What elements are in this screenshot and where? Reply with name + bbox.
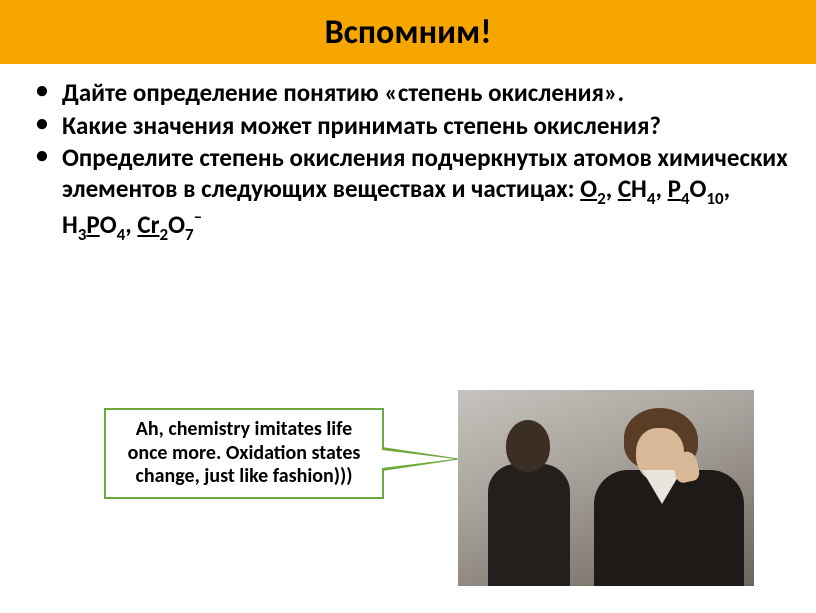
content-area: Дайте определение понятию «степень окисл… (0, 64, 816, 244)
page-title: Вспомним! (325, 12, 492, 53)
callout-text: Ah, chemistry imitates life once more. O… (128, 417, 361, 488)
chemical-formula: Cr2O7– (137, 209, 202, 240)
figure-foreground-person (580, 408, 750, 586)
bullet-item-2: Какие значения может принимать степень о… (28, 111, 788, 142)
bullet-item-3: Определите степень окисления подчеркнуты… (28, 143, 788, 244)
figure-background-person (488, 420, 568, 580)
title-bar: Вспомним! (0, 0, 816, 64)
speech-callout: Ah, chemistry imitates life once more. O… (104, 408, 384, 499)
chemical-formula: H3PO4 (62, 209, 125, 240)
bullet-text: Дайте определение понятию «степень окисл… (62, 77, 624, 108)
bullet-item-1: Дайте определение понятию «степень окисл… (28, 78, 788, 109)
bullet-list: Дайте определение понятию «степень окисл… (28, 78, 788, 244)
bullet-text: Какие значения может принимать степень о… (62, 110, 661, 141)
lower-region: Ah, chemistry imitates life once more. O… (0, 390, 816, 590)
chemical-formula: O2 (580, 173, 606, 204)
chemical-formula: CH4 (618, 173, 656, 204)
chemical-formula: P4O10 (668, 173, 724, 204)
photo-placeholder (458, 390, 754, 586)
